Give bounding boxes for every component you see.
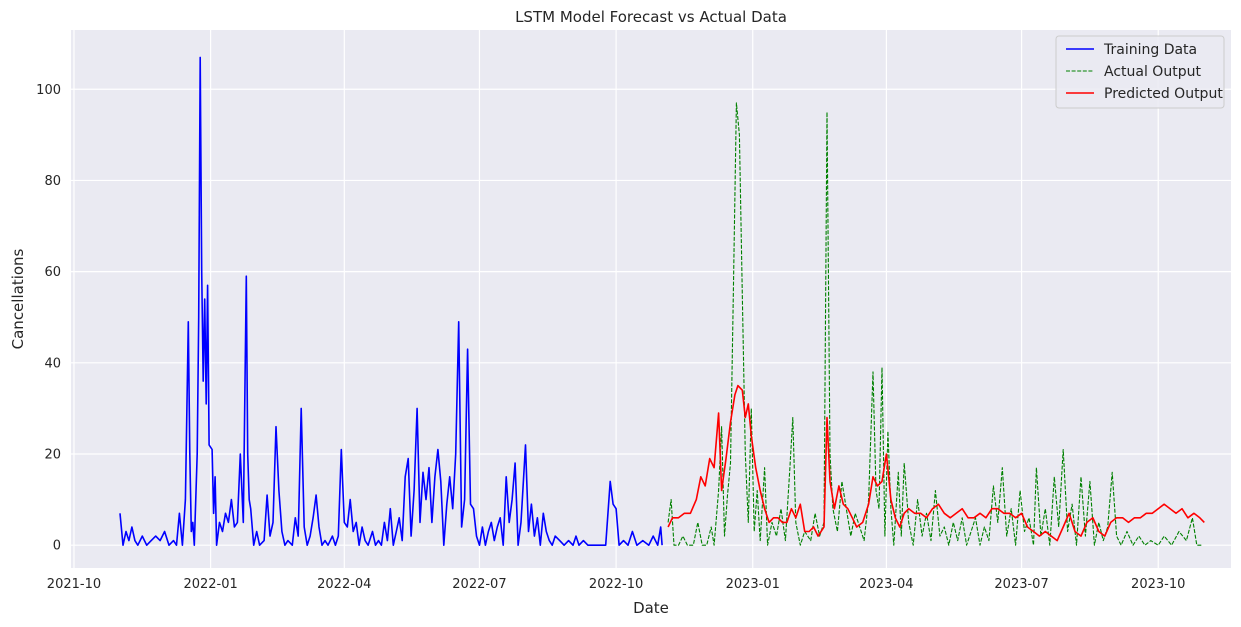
x-tick-label: 2023-01	[726, 577, 780, 592]
x-tick-label: 2022-01	[183, 577, 237, 592]
plot-area	[71, 30, 1231, 568]
x-axis-ticks: 2021-10 2022-01 2022-04 2022-07 2022-10 2023-…	[47, 577, 1186, 592]
x-tick-label: 2023-10	[1131, 577, 1185, 592]
y-tick-label: 80	[44, 174, 61, 189]
y-tick-label: 40	[44, 356, 61, 371]
training-data-line	[119, 56, 663, 546]
series-layer	[119, 56, 1205, 546]
x-axis-label: Date	[633, 599, 669, 617]
x-tick-label: 2023-04	[859, 577, 913, 592]
x-tick-label: 2023-07	[994, 577, 1048, 592]
x-tick-label: 2022-04	[317, 577, 371, 592]
y-tick-label: 20	[44, 448, 61, 463]
y-tick-label: 100	[36, 83, 61, 98]
y-axis-ticks: 0 20 40 60 80 100	[36, 83, 61, 554]
legend-label-predicted-output: Predicted Output	[1104, 86, 1223, 102]
grid-lines	[71, 30, 1231, 568]
chart-title: LSTM Model Forecast vs Actual Data	[515, 8, 787, 26]
actual-output-line	[667, 102, 1202, 546]
legend: Training Data Actual Output Predicted Outp…	[1055, 35, 1225, 109]
legend-label-actual-output: Actual Output	[1104, 64, 1201, 80]
y-tick-label: 0	[53, 539, 61, 554]
legend-label-training-data: Training Data	[1103, 42, 1197, 58]
predicted-output-line	[667, 384, 1205, 542]
legend-box	[1055, 35, 1225, 109]
y-tick-label: 60	[44, 265, 61, 280]
x-tick-label: 2021-10	[47, 577, 101, 592]
x-tick-label: 2022-10	[589, 577, 643, 592]
y-axis-label: Cancellations	[9, 248, 27, 349]
x-tick-label: 2022-07	[452, 577, 506, 592]
